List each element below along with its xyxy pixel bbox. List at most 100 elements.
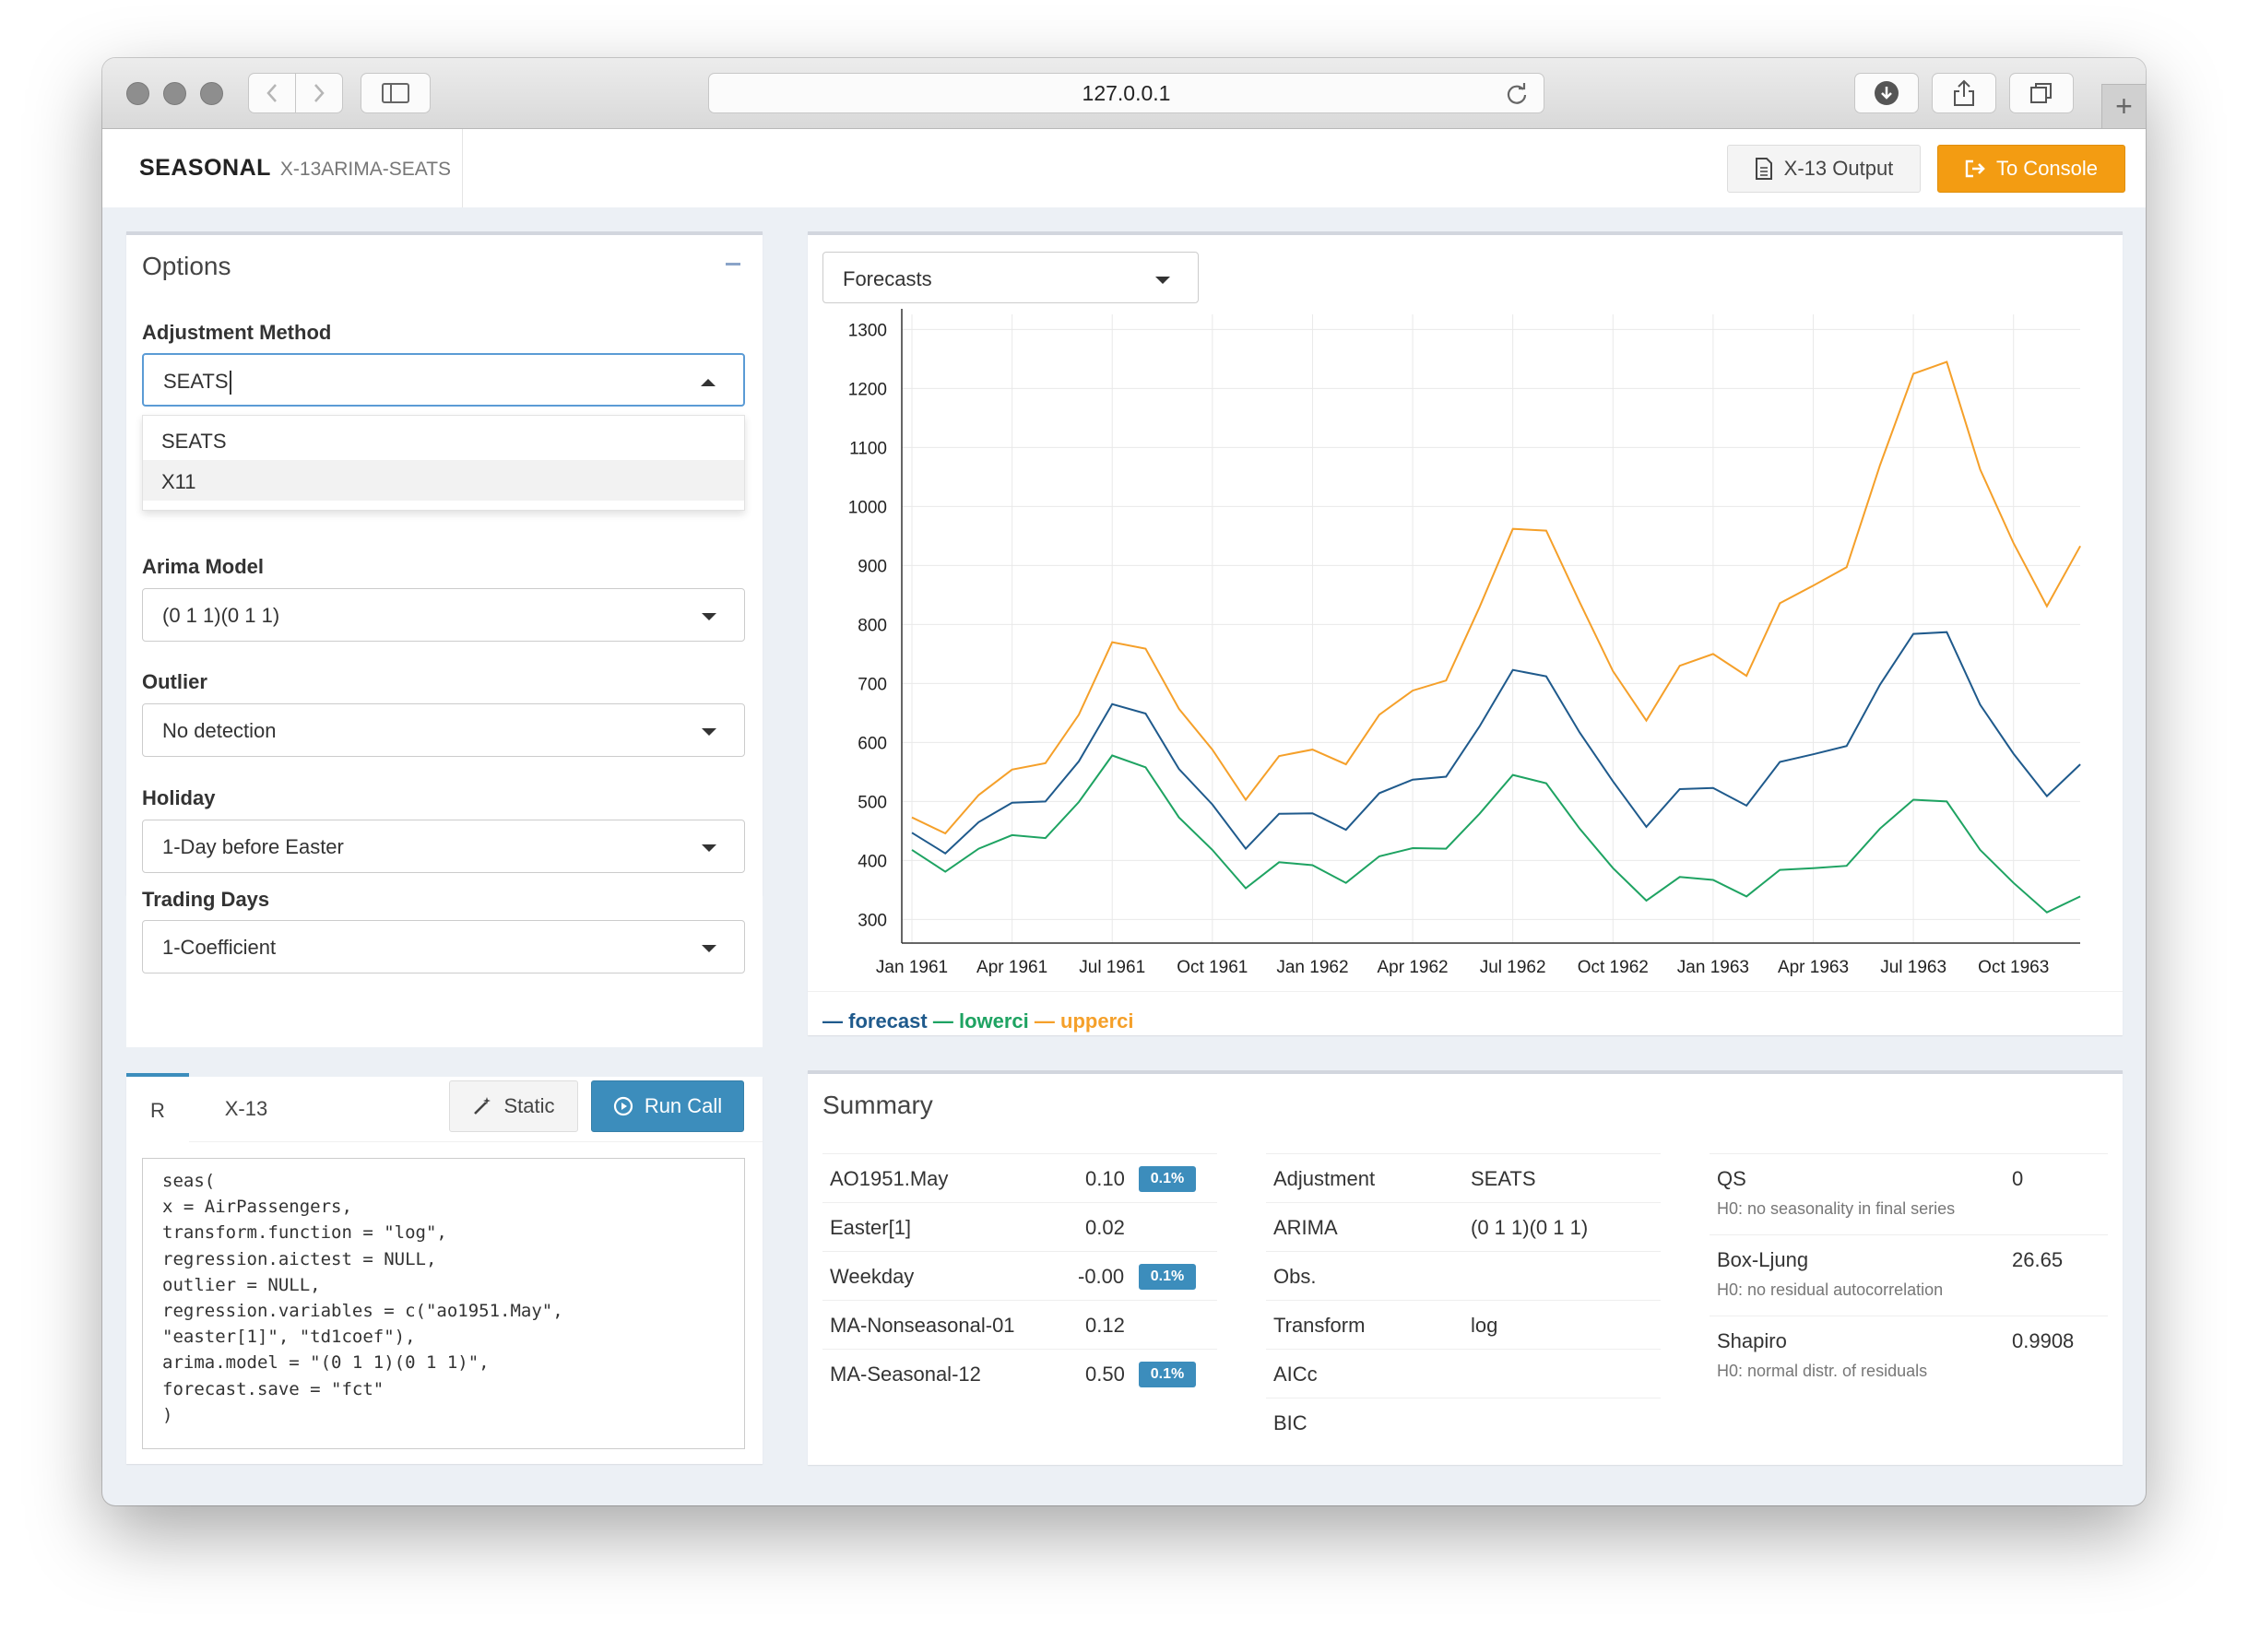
code-line: "easter[1]", "td1coef"), xyxy=(162,1327,416,1348)
summary-panel: Summary AO1951.May 0.10 0.1% Easter[1] 0… xyxy=(808,1070,2123,1465)
x-tick-label: Apr 1962 xyxy=(1377,958,1448,977)
table-row: Shapiro 0.9908 H0: normal distr. of resi… xyxy=(1710,1316,2108,1397)
call-panel: R X-13 Static Run Call seas( x = AirPass… xyxy=(126,1073,763,1464)
coef-value: 0.02 xyxy=(1085,1216,1125,1239)
y-tick-label: 400 xyxy=(858,852,887,871)
adjustment-method-label: Adjustment Method xyxy=(142,321,332,344)
sidebar-toggle-button[interactable] xyxy=(361,73,431,113)
x-tick-label: Oct 1962 xyxy=(1578,958,1649,977)
run-call-button[interactable]: Run Call xyxy=(591,1080,744,1132)
info-value: (0 1 1)(0 1 1) xyxy=(1471,1216,1589,1239)
collapse-icon[interactable] xyxy=(726,263,740,266)
coef-name: Easter[1] xyxy=(830,1216,912,1239)
chevron-right-icon xyxy=(314,84,325,102)
forward-button[interactable] xyxy=(295,73,343,113)
caret-down-icon xyxy=(702,844,716,852)
coef-value: 0.12 xyxy=(1085,1314,1125,1337)
text-cursor xyxy=(229,371,231,395)
x-tick-label: Jan 1963 xyxy=(1677,958,1749,977)
x13-output-button[interactable]: X-13 Output xyxy=(1727,145,1921,193)
legend-upperci-label: upperci xyxy=(1060,1009,1134,1032)
summary-title: Summary xyxy=(822,1091,933,1119)
option-seats[interactable]: SEATS xyxy=(161,430,227,453)
tab-x13[interactable]: X-13 xyxy=(224,1097,268,1120)
y-tick-label: 1200 xyxy=(848,380,887,399)
y-tick-label: 600 xyxy=(858,734,887,753)
chart-panel: Forecasts 300 400 500 600 700 800 900 1000 1100 1… xyxy=(808,231,2123,1035)
code-line: regression.aictest = NULL, xyxy=(162,1248,437,1269)
minimize-window-button[interactable] xyxy=(163,82,186,105)
view-select[interactable]: Forecasts xyxy=(822,252,1199,303)
caret-down-icon xyxy=(702,945,716,952)
info-name: Obs. xyxy=(1273,1265,1317,1288)
legend-upperci[interactable]: — upperci xyxy=(1034,1009,1134,1032)
to-console-label: To Console xyxy=(1995,157,2099,180)
table-row: ARIMA (0 1 1)(0 1 1) xyxy=(1266,1202,1661,1251)
info-name: Transform xyxy=(1273,1314,1366,1337)
code-line: forecast.save = "fct" xyxy=(162,1378,385,1399)
share-button[interactable] xyxy=(1932,73,1996,113)
static-button[interactable]: Static xyxy=(449,1080,578,1132)
magic-wand-icon xyxy=(474,1097,491,1115)
x-tick-label: Apr 1963 xyxy=(1778,958,1849,977)
table-row: AO1951.May 0.10 0.1% xyxy=(822,1153,1217,1202)
holiday-select[interactable]: 1-Day before Easter xyxy=(142,820,745,873)
options-panel-continued: Trading Days 1-Coefficient xyxy=(126,888,763,1047)
tests-table: QS 0 H0: no seasonality in final series … xyxy=(1710,1153,2108,1402)
trading-days-select[interactable]: 1-Coefficient xyxy=(142,920,745,974)
code-line: regression.variables = c("ao1951.May", xyxy=(162,1301,563,1322)
option-x11[interactable]: X11 xyxy=(143,460,744,501)
back-button[interactable] xyxy=(248,73,296,113)
legend-forecast[interactable]: — forecast xyxy=(822,1009,928,1032)
close-window-button[interactable] xyxy=(126,82,149,105)
legend-lowerci[interactable]: — lowerci xyxy=(932,1009,1029,1032)
downloads-button[interactable] xyxy=(1854,73,1919,113)
info-name: AICc xyxy=(1273,1363,1318,1386)
coef-value: 0.10 xyxy=(1085,1167,1125,1190)
caret-up-icon xyxy=(701,379,716,386)
new-tab-button[interactable]: + xyxy=(2101,84,2146,128)
series-line-forecast xyxy=(911,631,2081,855)
tabs-icon xyxy=(2030,83,2052,103)
test-name: Box-Ljung xyxy=(1717,1248,1809,1271)
code-line: outlier = NULL, xyxy=(162,1274,321,1295)
arima-model-value: (0 1 1)(0 1 1) xyxy=(162,604,280,627)
y-tick-label: 800 xyxy=(858,616,887,635)
caret-down-icon xyxy=(702,613,716,620)
document-icon xyxy=(1755,158,1772,180)
coef-value: 0.50 xyxy=(1085,1363,1125,1386)
test-value: 0 xyxy=(2012,1167,2024,1190)
caret-down-icon xyxy=(1155,277,1170,284)
arima-model-label: Arima Model xyxy=(142,555,265,578)
tab-r[interactable]: R xyxy=(126,1073,189,1145)
reload-icon[interactable] xyxy=(1505,82,1529,106)
outlier-select[interactable]: No detection xyxy=(142,703,745,757)
zoom-window-button[interactable] xyxy=(200,82,223,105)
code-line: x = AirPassengers, xyxy=(162,1197,352,1218)
tab-overview-button[interactable] xyxy=(2009,73,2074,113)
arima-model-select[interactable]: (0 1 1)(0 1 1) xyxy=(142,588,745,642)
coefficients-table: AO1951.May 0.10 0.1% Easter[1] 0.02 Week… xyxy=(822,1153,1217,1393)
significance-badge: 0.1% xyxy=(1139,1362,1196,1387)
holiday-value: 1-Day before Easter xyxy=(162,835,344,858)
to-console-button[interactable]: To Console xyxy=(1937,145,2125,193)
x-tick-label: Jul 1962 xyxy=(1480,958,1546,977)
significance-badge: 0.1% xyxy=(1139,1264,1196,1290)
r-code-editor[interactable]: seas( x = AirPassengers, transform.funct… xyxy=(142,1158,745,1449)
table-row: Obs. xyxy=(1266,1251,1661,1300)
options-title: Options xyxy=(142,252,231,280)
table-row: Transform log xyxy=(1266,1300,1661,1349)
info-name: Adjustment xyxy=(1273,1167,1376,1190)
info-value: log xyxy=(1471,1314,1498,1337)
model-info-table: Adjustment SEATS ARIMA (0 1 1)(0 1 1) Ob… xyxy=(1266,1153,1661,1448)
x-tick-label: Jul 1961 xyxy=(1079,958,1145,977)
code-line: arima.model = "(0 1 1)(0 1 1)", xyxy=(162,1352,490,1374)
test-name: Shapiro xyxy=(1717,1329,1787,1352)
info-name: ARIMA xyxy=(1273,1216,1338,1239)
x-tick-label: Jan 1962 xyxy=(1276,958,1348,977)
coef-value: -0.00 xyxy=(1078,1265,1125,1288)
y-tick-label: 1100 xyxy=(849,439,887,458)
y-tick-label: 1000 xyxy=(848,498,887,517)
address-bar[interactable]: 127.0.0.1 xyxy=(708,73,1544,113)
adjustment-method-select[interactable]: SEATS xyxy=(142,353,745,407)
